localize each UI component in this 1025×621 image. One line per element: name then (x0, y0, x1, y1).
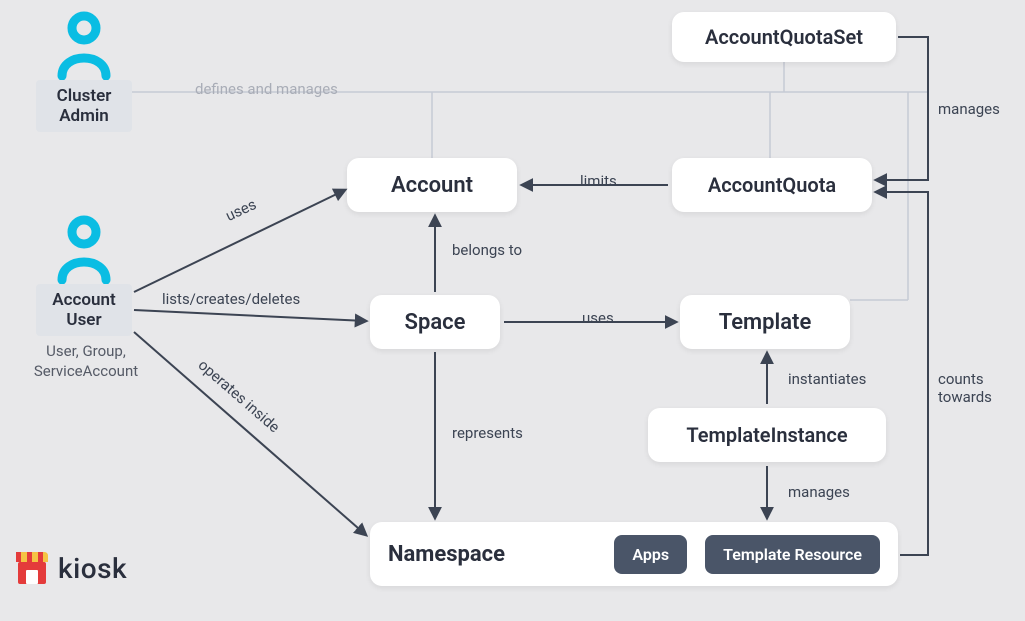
edge-represents: represents (452, 424, 523, 442)
namespace-label: Namespace (388, 542, 505, 567)
kiosk-logo: kiosk (14, 548, 127, 588)
edge-lists-creates: lists/creates/deletes (162, 290, 300, 308)
edge-manages-ti: manages (788, 483, 850, 501)
edge-limits: limits (580, 172, 617, 190)
edge-instantiates: instantiates (788, 370, 866, 388)
node-account: Account (347, 158, 517, 212)
edge-belongs-to: belongs to (452, 241, 522, 259)
edge-uses-account: uses (223, 195, 259, 225)
logo-text: kiosk (58, 552, 127, 585)
chip-apps: Apps (614, 535, 687, 574)
edge-defines-manages: defines and manages (195, 80, 338, 98)
actor-label: Cluster Admin (57, 86, 112, 127)
node-namespace: Namespace Apps Template Resource (370, 522, 898, 586)
account-user-subtext: User, Group, ServiceAccount (30, 342, 142, 381)
actor-account-user: Account User (36, 284, 132, 336)
chip-template-resource: Template Resource (705, 535, 880, 574)
person-icon (52, 214, 116, 284)
node-space: Space (370, 295, 500, 349)
edge-counts-towards: counts towards (938, 370, 992, 406)
edge-manages-aqs: manages (938, 100, 1000, 118)
person-icon (52, 10, 116, 80)
edge-operates-inside: operates inside (195, 356, 284, 436)
node-account-quota: AccountQuota (672, 158, 872, 212)
node-template: Template (680, 295, 850, 349)
node-template-instance: TemplateInstance (648, 408, 886, 462)
kiosk-icon (14, 548, 50, 588)
actor-cluster-admin: Cluster Admin (36, 80, 132, 132)
node-account-quota-set: AccountQuotaSet (672, 12, 896, 62)
actor-label: Account User (52, 290, 115, 331)
edge-uses-template: uses (582, 309, 614, 327)
